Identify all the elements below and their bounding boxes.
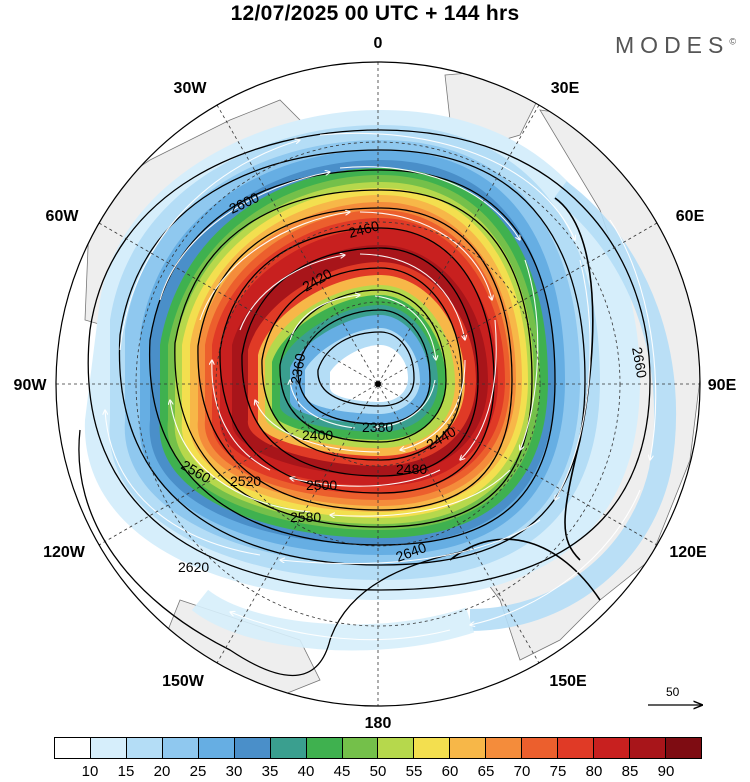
reference-arrow-icon	[648, 685, 706, 715]
colorbar-tick-label: 40	[297, 763, 315, 780]
contour-label-2400: 2400	[302, 427, 333, 443]
colorbar-cell	[270, 738, 307, 758]
polar-map: 2360 2380 2400 2420 2440 2460 2480 2500 …	[14, 35, 737, 730]
colorbar-tick-label: 55	[405, 763, 423, 780]
lon-label-120w: 120W	[43, 544, 86, 561]
colorbar-tick-label: 30	[225, 763, 243, 780]
colorbar-cell	[414, 738, 451, 758]
reference-vector: 50	[646, 685, 706, 715]
lon-label-0: 0	[374, 35, 383, 52]
colorbar-labels: 10 15 20 25 30 35 40 45 50 55 60 65 70 75 80 85 90	[54, 763, 702, 781]
colorbar-tick-label: 85	[621, 763, 639, 780]
longitude-label-group: 0 30E 60E 90E 120E 150E 180 150W 120W 90…	[14, 35, 737, 730]
colorbar-cell	[162, 738, 199, 758]
height-contours	[78, 129, 651, 677]
colorbar-cell	[558, 738, 595, 758]
colorbar-tick-label: 60	[441, 763, 459, 780]
colorbar-tick-label: 25	[189, 763, 207, 780]
lon-label-150e: 150E	[549, 673, 587, 690]
colorbar-cell	[486, 738, 523, 758]
lon-label-180: 180	[365, 715, 392, 730]
colorbar-cell	[198, 738, 235, 758]
map-area	[56, 62, 700, 706]
lon-label-30w: 30W	[174, 80, 208, 97]
graticule	[56, 62, 700, 706]
colorbar-tick-label: 90	[657, 763, 675, 780]
map-title: 12/07/2025 00 UTC + 144 hrs	[230, 2, 520, 25]
wind-streamlines	[105, 132, 657, 641]
reference-vector-label: 50	[666, 685, 680, 699]
lon-label-30e: 30E	[551, 80, 580, 97]
colorbar-cell	[522, 738, 559, 758]
lon-label-60e: 60E	[676, 208, 705, 225]
colorbar-tick-label: 10	[81, 763, 99, 780]
colorbar-tick-label: 80	[585, 763, 603, 780]
colorbar-tick-label: 50	[369, 763, 387, 780]
copyright-mark: ©	[729, 36, 736, 47]
colorbar-cell	[234, 738, 271, 758]
colorbar-cell	[594, 738, 630, 758]
colorbar-cell	[630, 738, 666, 758]
contour-label-2380: 2380	[362, 419, 393, 435]
lon-label-90w: 90W	[14, 377, 48, 394]
contour-label-2360: 2360	[287, 352, 308, 386]
colorbar	[54, 737, 702, 759]
brand-text: MODES	[615, 32, 730, 58]
colorbar-cell	[55, 738, 91, 758]
north-pole-marker	[375, 381, 381, 387]
contour-label-2620: 2620	[178, 559, 209, 575]
lon-label-60w: 60W	[46, 208, 80, 225]
colorbar-cell	[342, 738, 379, 758]
colorbar-cell	[665, 738, 701, 758]
jet-band-east	[469, 181, 677, 631]
contour-label-2500: 2500	[306, 477, 337, 493]
contour-label-2520: 2520	[230, 473, 261, 489]
colorbar-tick-label: 45	[333, 763, 351, 780]
colorbar-cell	[306, 738, 343, 758]
colorbar-tick-label: 75	[549, 763, 567, 780]
colorbar-tick-label: 70	[513, 763, 531, 780]
lon-label-150w: 150W	[162, 673, 205, 690]
colorbar-tick-label: 35	[261, 763, 279, 780]
colorbar-cell	[378, 738, 415, 758]
contour-label-2460: 2460	[347, 217, 381, 241]
contour-label-2660: 2660	[629, 346, 650, 380]
colorbar-tick-label: 65	[477, 763, 495, 780]
colorbar-cell	[90, 738, 127, 758]
contour-label-2580: 2580	[290, 509, 321, 525]
colorbar-cell	[450, 738, 487, 758]
colorbar-tick-label: 20	[153, 763, 171, 780]
colorbar-tick-label: 15	[117, 763, 135, 780]
brand-logo: MODES©	[615, 32, 736, 59]
lon-label-120e: 120E	[669, 544, 707, 561]
colorbar-cell	[126, 738, 163, 758]
contour-label-2480: 2480	[396, 461, 427, 477]
lon-label-90e: 90E	[708, 377, 737, 394]
map-border	[55, 61, 701, 707]
